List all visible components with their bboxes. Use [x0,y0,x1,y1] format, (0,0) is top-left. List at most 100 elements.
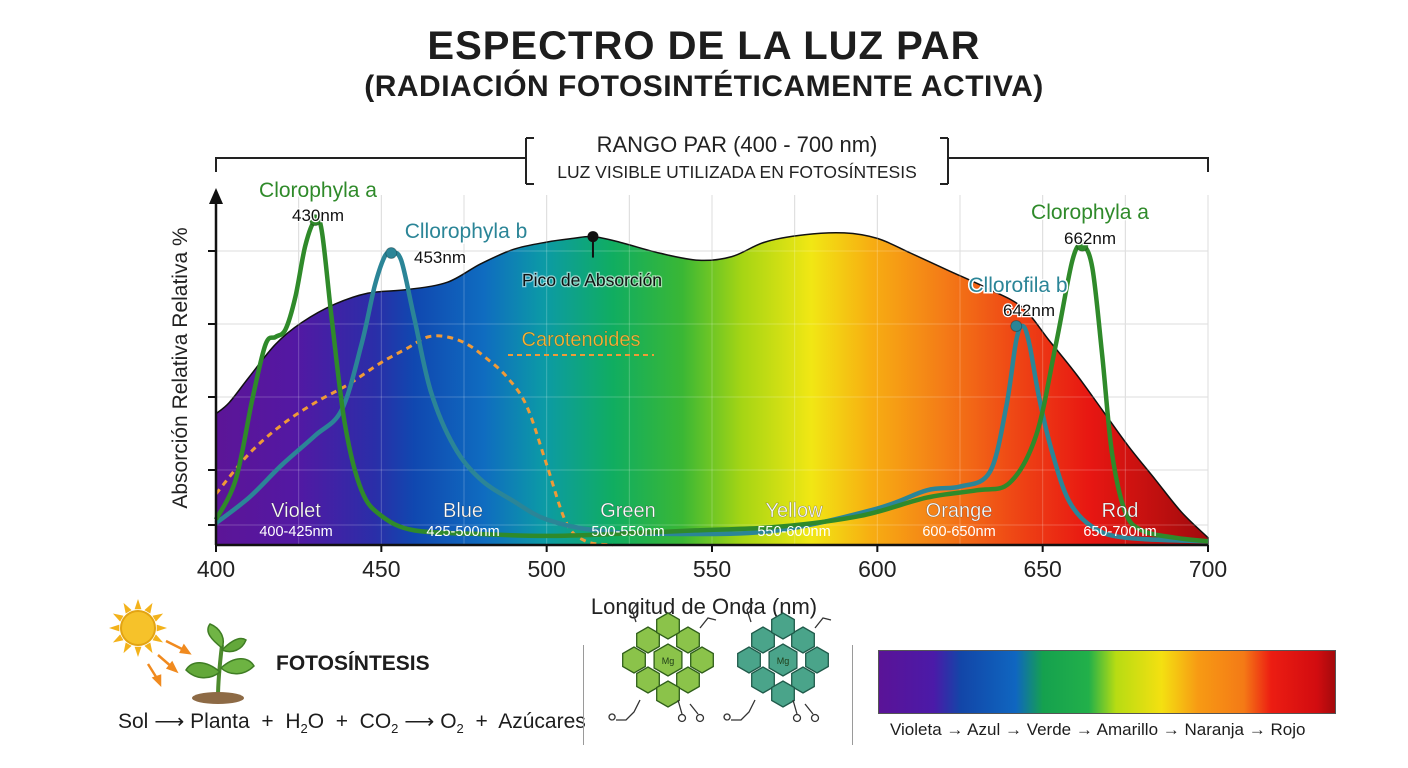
sun-ray [156,624,167,632]
molecule-ring [676,626,700,654]
absorption-peak-label: Pico de Absorción [522,270,662,290]
molecule-bond [746,601,832,629]
sunlight-arrows-icon [146,639,192,688]
x-tick-label: 400 [197,556,235,582]
molecule-ring [636,666,660,694]
molecule-bond [723,699,756,721]
molecule-label: Mg [662,656,675,666]
peak-marker [1010,320,1023,332]
molecule-ring [791,666,815,694]
band-range-label: 400-425nm [259,524,332,540]
molecule-bond [792,699,814,715]
spectrum-area [215,231,1209,546]
molecule-atom [792,713,802,723]
peak-marker [1076,239,1089,252]
x-tick-label: 500 [527,556,565,582]
peak-annotation-label: Clorophyla a [259,179,377,202]
molecule-ring [805,646,829,674]
par-range-subtitle: LUZ VISIBLE UTILIZADA EN FOTOSÍNTESIS [557,162,917,182]
molecule-ring [636,626,660,654]
band-name-label: Rod [1102,500,1139,522]
molecule-ring [771,680,795,708]
band-name-label: Orange [926,500,993,522]
peak-annotation-value: 430nm [292,206,344,225]
molecule-atom [677,713,687,723]
sun-ray [152,613,164,622]
molecule-ring [676,666,700,694]
photosynthesis-title: FOTOSÍNTESIS [276,652,430,675]
color-spectrum-bar [878,650,1336,714]
chlorophyll-a-line [213,215,1209,544]
sun-ray [112,634,124,643]
molecule-ring [771,612,795,640]
molecule-ring [656,612,680,640]
molecule-ring [768,643,798,677]
band-range-label: 550-600nm [757,524,830,540]
molecule-label: Mg [777,656,790,666]
sun-ray [152,634,164,643]
x-tick-label: 600 [858,556,896,582]
sun-ray [112,613,124,622]
peak-markers [309,214,1089,332]
x-tick-label: 700 [1189,556,1227,582]
page-subtitle: (RADIACIÓN FOTOSINTÉTICAMENTE ACTIVA) [364,70,1044,103]
sun-ray [144,642,153,654]
chlorophyll-molecule-icon: Mg [723,601,832,723]
molecule-ring [751,666,775,694]
sun-icon [109,599,167,657]
x-tick-label: 650 [1023,556,1061,582]
x-tick-label: 550 [693,556,731,582]
peak-annotation-label: Cllorophyla b [405,220,528,243]
sun-ray [144,602,153,614]
molecule-bond [631,601,717,629]
molecule-ring [751,626,775,654]
band-range-label: 500-550nm [591,524,664,540]
divider [583,645,584,745]
band-labels: Violet 400-425nm Blue 425-500nm Green 500-550… [259,500,1156,540]
peak-annotation-value: 453nm [414,248,466,267]
y-axis-arrow-icon [209,188,223,204]
molecule-ring [622,646,646,674]
peak-marker [309,214,322,227]
y-axis-label: Absorción Relativa Relativa % [169,227,192,508]
carotenoides-line [214,334,614,547]
sun-ray [134,646,142,657]
band-range-label: 425-500nm [426,524,499,540]
page-title: ESPECTRO DE LA LUZ PAR [427,24,981,68]
band-range-label: 650-700nm [1083,524,1156,540]
peak-annotation-label: Clorophyla a [1031,201,1149,224]
band-name-label: Blue [443,500,483,522]
band-range-label: 600-650nm [922,524,995,540]
sun-ray [123,642,132,654]
carotenoides-label: Carotenoides [522,329,641,351]
peak-annotation-label: Cllorofila b [968,274,1067,297]
sun-ray [134,599,142,610]
sun-ray [109,624,120,632]
par-range-title: RANGO PAR (400 - 700 nm) [597,132,878,157]
x-tick-label: 450 [362,556,400,582]
molecule-ring [737,646,761,674]
peak-annotation-value: 662nm [1064,229,1116,248]
chart-grid-overlay [216,195,1209,545]
spectrum-caption: Violeta → Azul → Verde → Amarillo → Nara… [890,720,1306,739]
y-axis-ticks [208,250,216,526]
peak-annotations: Clorophyla a 430nm Cllorophyla b 453nm Cloro… [258,178,1151,356]
sun-ray [123,602,132,614]
band-name-label: Green [600,500,656,522]
band-name-label: Yellow [765,500,823,522]
molecule-bond [677,699,699,715]
peak-annotation-value: 642nm [1003,301,1055,320]
plant-icon [185,623,255,704]
chlorophyll-molecule-icon: Mg [608,601,717,723]
molecule-ring [791,626,815,654]
par-range-bracket [215,137,1209,185]
molecule-ring [690,646,714,674]
band-name-label: Violet [271,500,321,522]
molecule-ring [653,643,683,677]
molecule-atom [810,713,820,723]
x-axis-ticks: 400 450 500 550 600 650 700 [197,545,1227,582]
molecule-bond [608,699,641,721]
peak-marker [385,247,398,259]
molecule-atom [695,713,705,723]
